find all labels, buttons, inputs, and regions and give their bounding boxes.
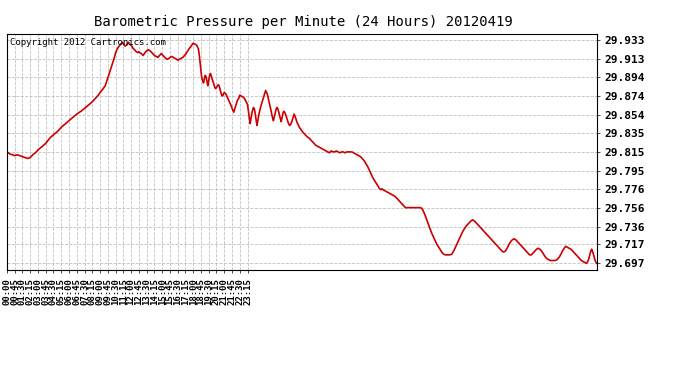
Text: Barometric Pressure per Minute (24 Hours) 20120419: Barometric Pressure per Minute (24 Hours… [95, 15, 513, 29]
Text: Copyright 2012 Cartronics.com: Copyright 2012 Cartronics.com [10, 39, 166, 48]
